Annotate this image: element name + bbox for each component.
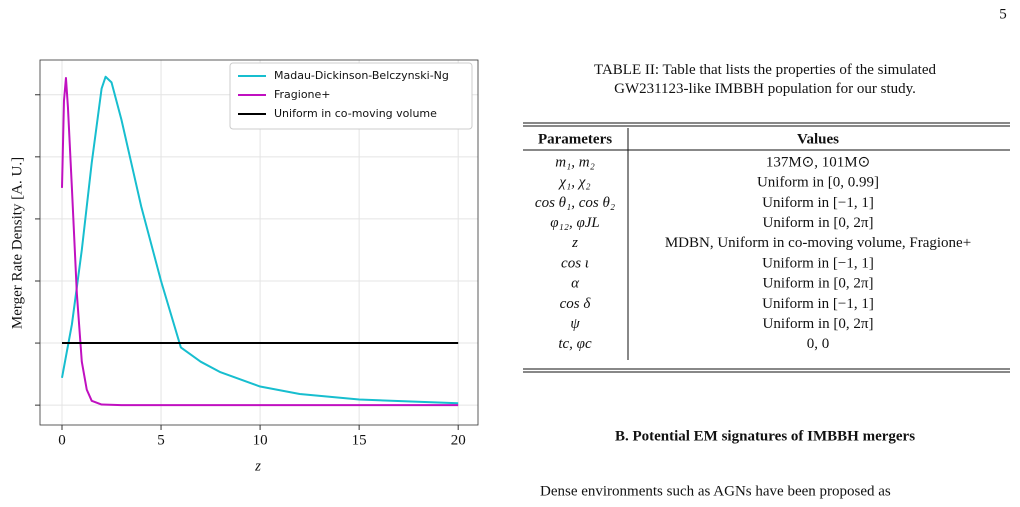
x-tick-label: 15 (352, 432, 367, 448)
plot-frame (39, 59, 479, 426)
table-header: Values (797, 131, 839, 147)
legend-frame (229, 62, 473, 130)
section-heading: B. Potential EM signatures of IMBBH merg… (615, 428, 915, 444)
table-cell: χ₁, χ₂ (557, 175, 590, 191)
x-tick-label: 0 (58, 432, 66, 448)
plot-area (60, 75, 459, 407)
legend-label: Uniform in co-moving volume (274, 107, 437, 120)
y-axis-label: Merger Rate Density [A. U.] (9, 157, 25, 329)
table-cell: cos θ₁, cos θ₂ (535, 195, 615, 211)
page-number: 5 (999, 6, 1007, 22)
table-cell: tc, φc (558, 336, 592, 352)
table-cell: 137M⊙, 101M⊙ (766, 154, 870, 170)
x-tick-label: 20 (451, 432, 466, 448)
legend: Madau-Dickinson-Belczynski-Ng Fragione+ Un… (229, 62, 473, 130)
table-cell: α (571, 276, 580, 292)
legend-label: Madau-Dickinson-Belczynski-Ng (274, 69, 449, 82)
legend-label: Fragione+ (274, 88, 331, 101)
chart: 0 5 10 15 20 Madau-Dickinson-Belczynski-Ng Fra… (35, 59, 479, 448)
table-cell: Uniform in [0, 0.99] (757, 175, 879, 191)
series-line (61, 75, 459, 405)
table-cell: m₁, m₂ (555, 154, 595, 170)
table-header: Parameters (538, 131, 612, 147)
x-tick-label: 5 (157, 432, 165, 448)
table-cell: cos δ (560, 296, 592, 312)
table-cell: 0, 0 (807, 336, 830, 352)
paragraph: Dense environments such as AGNs have bee… (540, 483, 891, 499)
series-line (60, 77, 459, 407)
table-caption: TABLE II: Table that lists the propertie… (594, 62, 936, 97)
table-cell: Uniform in [0, 2π] (763, 276, 874, 292)
table-cell: z (571, 235, 578, 251)
x-axis-label: z (254, 458, 261, 474)
table-cell: ψ (570, 316, 580, 332)
x-tick-label: 10 (253, 432, 268, 448)
table-cell: Uniform in [0, 2π] (763, 215, 874, 231)
table-cell: Uniform in [−1, 1] (762, 255, 874, 271)
table-cell: Uniform in [−1, 1] (762, 296, 874, 312)
table: TABLE II: Table that lists the propertie… (523, 62, 1010, 373)
table-cell: MDBN, Uniform in co-moving volume, Fragi… (665, 235, 971, 251)
table-cell: Uniform in [−1, 1] (762, 195, 874, 211)
table-cell: cos ι (561, 255, 589, 271)
table-cell: φ₁₂, φJL (550, 215, 600, 231)
table-cell: Uniform in [0, 2π] (763, 316, 874, 332)
